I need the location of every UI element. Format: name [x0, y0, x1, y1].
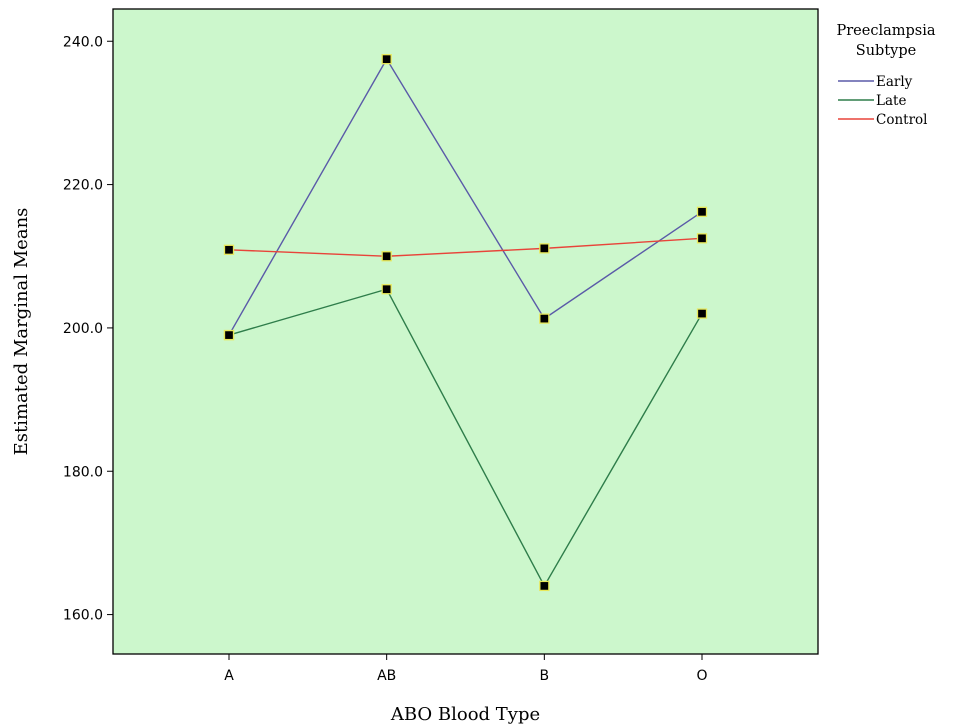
- data-point-late: [539, 580, 550, 592]
- series-line-late: [228, 288, 703, 588]
- x-axis-title: ABO Blood Type: [390, 704, 540, 725]
- legend: Preeclampsia Subtype Early Late Control: [836, 23, 935, 128]
- data-point-late: [223, 329, 235, 341]
- data-point-control: [223, 244, 235, 255]
- data-point-control: [381, 251, 392, 262]
- legend-item-early: Early: [838, 74, 913, 90]
- x-tick-label: O: [696, 668, 707, 684]
- legend-label: Control: [876, 112, 927, 128]
- data-point-control: [539, 243, 550, 254]
- data-point-late: [381, 284, 392, 295]
- series-line-control: [228, 237, 703, 257]
- y-tick-label: 180.0: [63, 464, 103, 480]
- legend-title-line-2: Subtype: [856, 43, 916, 59]
- legend-title-line-1: Preeclampsia: [836, 23, 935, 39]
- data-point-early: [381, 54, 392, 65]
- x-axis: A AB B O: [224, 654, 708, 684]
- y-tick-label: 200.0: [63, 321, 103, 337]
- data-point-control: [696, 233, 708, 244]
- y-tick-label: 220.0: [63, 178, 103, 194]
- data-point-late: [696, 308, 708, 319]
- y-tick-label: 160.0: [63, 608, 103, 624]
- legend-item-control: Control: [838, 112, 927, 128]
- x-tick-label: AB: [377, 668, 396, 684]
- series-layer: [228, 57, 703, 588]
- y-axis-title: Estimated Marginal Means: [11, 208, 32, 456]
- plot-area: [112, 8, 819, 655]
- legend-entries: Early Late Control: [838, 74, 927, 128]
- marker-layer: [223, 54, 708, 592]
- series-line-early: [228, 57, 703, 336]
- x-tick-label: A: [224, 668, 234, 684]
- data-point-early: [696, 206, 708, 217]
- legend-label: Late: [876, 93, 906, 109]
- data-point-early: [539, 313, 550, 324]
- legend-item-late: Late: [838, 93, 906, 109]
- y-tick-label: 240.0: [63, 34, 103, 50]
- x-tick-label: B: [540, 668, 550, 684]
- legend-label: Early: [876, 74, 913, 90]
- y-axis: 160.0 180.0 200.0 220.0 240.0: [63, 34, 113, 624]
